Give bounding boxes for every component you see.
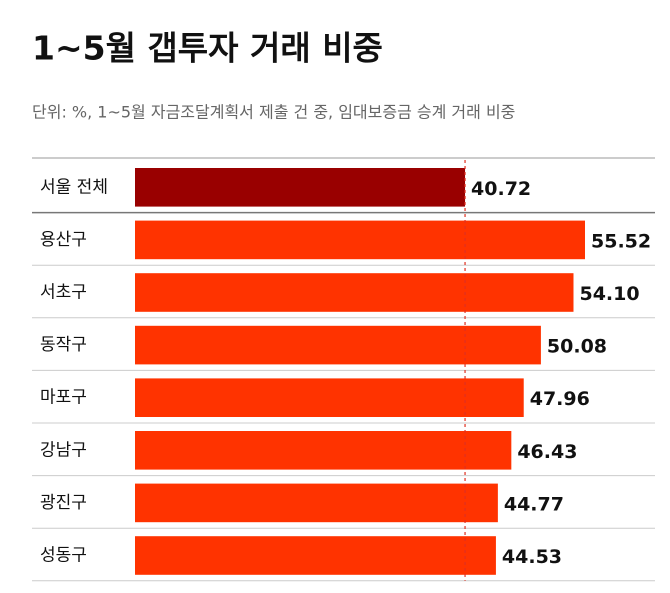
- value-label: 44.77: [504, 493, 564, 515]
- chart-title: 1~5월 갭투자 거래 비중: [32, 29, 383, 68]
- bar: [135, 325, 541, 365]
- category-label: 강남구: [40, 440, 87, 460]
- category-label: 광진구: [40, 493, 87, 513]
- chart-subtitle: 단위: %, 1~5월 자금조달계획서 제출 건 중, 임대보증금 승계 거래 …: [32, 103, 515, 122]
- value-label: 54.10: [579, 283, 639, 305]
- bar: [135, 168, 466, 207]
- bar: [135, 378, 524, 417]
- value-label: 55.52: [591, 230, 651, 252]
- category-label: 동작구: [40, 335, 87, 355]
- value-label: 44.53: [502, 546, 562, 568]
- category-label: 마포구: [40, 388, 87, 408]
- bar: [135, 483, 498, 523]
- value-label: 47.96: [530, 388, 590, 410]
- category-label: 성동구: [40, 546, 87, 566]
- bar: [135, 220, 585, 260]
- category-label: 서초구: [40, 283, 87, 303]
- bar: [135, 536, 496, 575]
- bar: [135, 431, 512, 470]
- value-label: 40.72: [471, 178, 531, 200]
- value-label: 46.43: [517, 441, 577, 463]
- bar: [135, 273, 574, 312]
- category-label: 서울 전체: [40, 177, 108, 197]
- category-label: 용산구: [40, 230, 87, 250]
- value-label: 50.08: [547, 336, 607, 358]
